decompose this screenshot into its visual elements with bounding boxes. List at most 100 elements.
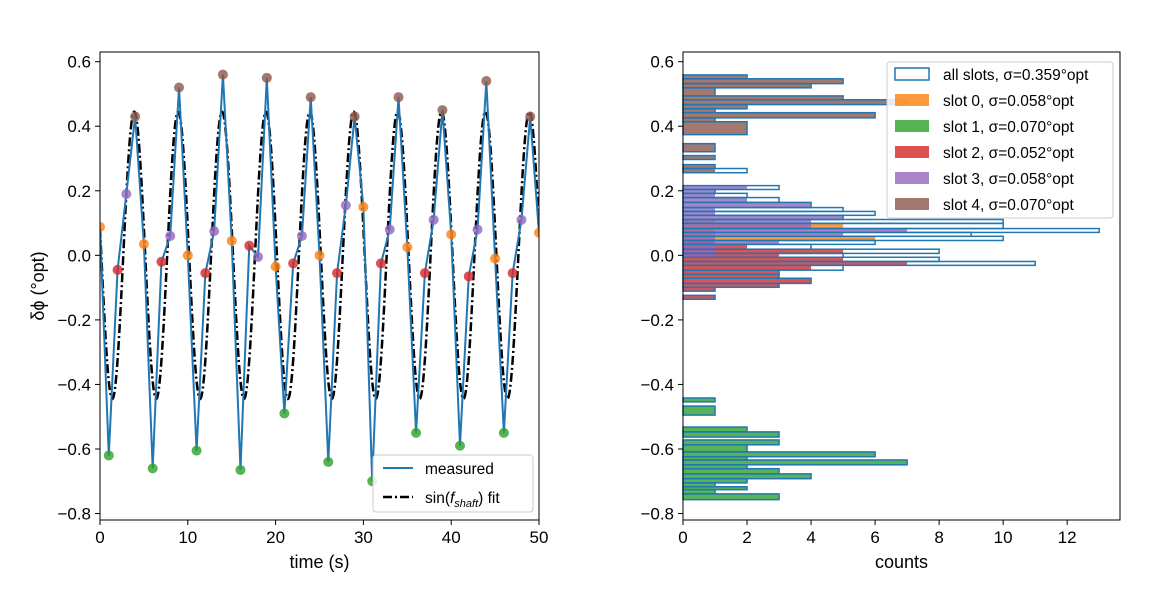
hist-bar-slot-3 [683,228,908,233]
measured-point-slot-2 [332,268,343,279]
measured-point-slot-2 [156,256,167,267]
measured-point-slot-4 [481,76,492,87]
hist-bar-slot-3 [683,202,812,208]
measured-point-slot-1 [323,456,334,467]
hist-bar-slot-4 [683,74,748,79]
y-tick-label: −0.8 [57,505,91,524]
hist-bar-slot-3 [683,193,716,198]
x-tick-label: 2 [742,528,751,547]
measured-point-slot-2 [419,268,430,279]
hist-bar-slot-3 [683,185,748,190]
y-tick-label: −0.2 [640,311,674,330]
hist-bar-slot-3 [683,253,716,258]
hist-bar-slot-4 [683,87,716,96]
measured-point-slot-3 [384,224,395,235]
hist-bar-slot-2 [683,257,844,262]
hist-bar-slot-4 [683,112,876,118]
measured-point-slot-1 [103,450,114,461]
legend-measured-label: measured [425,461,494,478]
measured-point-slot-2 [463,271,474,282]
x-tick-label: 0 [95,528,104,547]
legend-slot2-swatch [895,146,929,158]
hist-bar-slot-3 [683,249,716,254]
hist-bar-slot-1 [683,431,780,438]
measured-point-slot-1 [498,427,509,438]
y-axis-label: δϕ (°opt) [28,251,48,320]
measured-point-slot-4 [217,69,228,80]
y-tick-label: −0.4 [640,375,674,394]
measured-point-slot-1 [191,445,202,456]
x-tick-label: 40 [442,528,461,547]
measured-point-slot-4 [525,111,536,122]
hist-bar-slot-4 [683,121,748,135]
legend-slot1-swatch [895,120,929,132]
y-tick-label: −0.4 [57,375,91,394]
hist-bar-slot-4 [683,104,748,109]
hist-bar-slot-1 [683,478,748,483]
legend-slot4-swatch [895,198,929,210]
axes-frame [99,51,540,521]
measured-point-slot-0 [138,239,149,250]
hist-bar-slot-1 [683,489,716,494]
y-tick-label: 0.6 [67,53,91,72]
measured-point-slot-0 [402,242,413,253]
hist-bar-slot-4 [683,108,716,113]
x-tick-label: 20 [266,528,285,547]
measured-point-slot-1 [235,464,246,475]
hist-bar-slot-4 [683,168,716,173]
hist-bar-slot-3 [683,223,812,229]
legend-all-slots-label: all slots, σ=0.359°opt [943,67,1089,84]
measured-point-slot-0 [358,201,369,212]
hist-bar-slot-3 [683,236,716,241]
measured-point-slot-1 [454,440,465,451]
hist-bar-slot-1 [683,482,716,487]
measured-point-slot-1 [279,408,290,419]
hist-bar-slot-3 [683,197,748,203]
hist-bar-slot-2 [683,261,908,266]
measured-point-slot-0 [100,221,105,232]
hist-bar-slot-1 [683,493,780,500]
hist-bar-slot-1 [683,406,716,416]
hist-bar-slot-4 [683,117,716,122]
hist-bar-slot-3 [683,244,716,250]
measured-point-slot-2 [200,268,211,279]
hist-bar-slot-3 [683,189,716,194]
histogram-plot: −0.8 −0.6 −0.4 −0.2 0.0 0.2 0.4 0.6 0 2 4 6 8 10 12 cou… [640,51,1121,572]
y-tick-label: 0.2 [650,182,674,201]
measured-point-slot-0 [446,229,457,240]
y-tick-label: 0.0 [650,246,674,265]
hist-bar-slot-3 [683,219,812,224]
hist-bar-slot-1 [683,486,748,490]
measured-point-slot-2 [288,258,299,269]
hist-bar-slot-3 [683,232,844,237]
hist-bar-slot-2 [683,283,780,288]
measured-point-slot-0 [490,253,501,264]
hist-bar-slot-2 [683,253,780,258]
hist-bar-slot-4 [683,95,844,100]
hist-bar-slot-0 [683,236,876,241]
hist-bar-slot-2 [683,270,780,275]
hist-bar-slot-4 [683,78,844,84]
measured-point-slot-3 [340,200,351,211]
hist-bar-slot-3 [683,215,844,220]
measured-point-slot-1 [147,463,158,474]
y-tick-label: −0.6 [640,440,674,459]
legend-slot1-label: slot 1, σ=0.070°opt [943,119,1075,136]
hist-bar-slot-2 [683,287,716,292]
legend-slot4-label: slot 4, σ=0.070°opt [943,197,1075,214]
hist-bar-slot-1 [683,451,876,457]
measured-point-slot-3 [121,189,132,200]
legend-slot3-swatch [895,172,929,184]
hist-bar-slot-1 [683,456,748,460]
measured-point-slot-0 [270,261,281,272]
hist-bar-slot-2 [683,278,812,284]
legend-all-slots-swatch [894,67,930,81]
measured-point-slot-3 [428,214,439,225]
measured-point-slot-3 [253,251,264,262]
legend-slot0-label: slot 0, σ=0.058°opt [943,93,1075,110]
measured-point-slot-3 [209,226,220,237]
measured-point-slot-0 [182,250,193,261]
x-tick-label: 50 [530,528,549,547]
x-tick-label: 30 [354,528,373,547]
